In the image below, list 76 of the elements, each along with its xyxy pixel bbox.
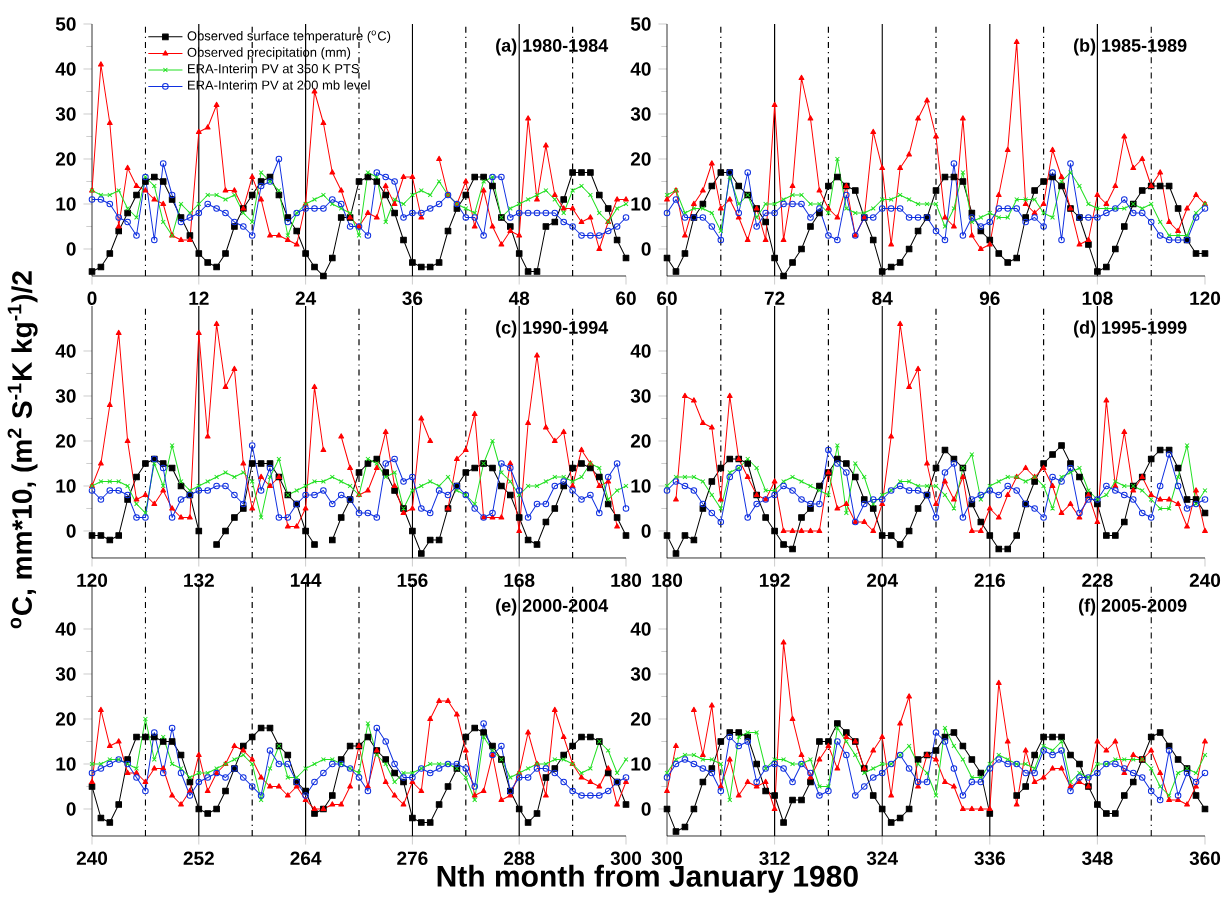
y-tick-label: 20 (630, 712, 651, 726)
x-tick-label: 60 (657, 291, 677, 306)
y-tick-label: 20 (630, 152, 651, 166)
x-tick-label: 324 (866, 851, 898, 866)
annotation: (b) 1985-1989 (1074, 38, 1187, 56)
y-tick-label: 50 (630, 17, 651, 31)
y-tick-label: 0 (66, 242, 76, 256)
y-tick-label: 40 (630, 62, 651, 76)
y-tick-label: 10 (631, 757, 651, 771)
x-tick-label: 24 (295, 291, 317, 305)
y-tick-label: 0 (66, 802, 76, 816)
x-tick-label: 300 (610, 851, 642, 866)
x-tick-label: 240 (1189, 573, 1221, 588)
x-tick-label: 108 (1082, 291, 1113, 306)
x-tick-label: 348 (1081, 851, 1113, 866)
x-tick-label: 96 (979, 291, 1000, 306)
x-tick-label: 312 (759, 851, 790, 866)
y-axis-title: $^{o}$C, mm*10, (m$^{2}$ S$^{-1}$K kg$^{-1}$)/2 (7, 271, 38, 629)
annotation: (f) 2005-2009 (1079, 598, 1187, 616)
x-tick-label: 180 (611, 573, 642, 588)
y-tick-label: 10 (56, 757, 76, 771)
y-tick-label: 40 (630, 344, 651, 358)
y-tick-label: 0 (641, 242, 651, 256)
x-tick-label: 264 (290, 851, 322, 866)
x-axis-title: Nth month from January 1980 (437, 864, 858, 893)
x-tick-label: 120 (1190, 291, 1221, 306)
x-tick-label: 360 (1189, 851, 1221, 866)
y-tick-label: 40 (55, 344, 76, 358)
y-tick-label: 30 (630, 389, 651, 403)
x-tick-label: 336 (974, 851, 1005, 866)
y-tick-label: 20 (630, 434, 651, 448)
x-tick-label: 84 (872, 291, 893, 306)
y-tick-label: 20 (55, 434, 76, 448)
x-tick-label: 132 (184, 573, 214, 588)
y-tick-label: 20 (55, 152, 76, 166)
x-tick-label: 204 (867, 573, 898, 588)
x-tick-label: 288 (504, 851, 535, 866)
x-tick-label: 180 (652, 573, 683, 588)
x-tick-label: 36 (402, 291, 423, 306)
y-tick-label: 40 (630, 622, 651, 636)
x-tick-label: 156 (397, 573, 428, 588)
y-tick-label: 40 (55, 622, 76, 636)
y-tick-label: 10 (631, 197, 651, 211)
y-tick-label: 10 (56, 197, 76, 211)
x-tick-label: 60 (616, 291, 636, 306)
y-tick-label: 20 (55, 712, 76, 726)
x-tick-label: 300 (651, 851, 683, 866)
x-tick-label: 120 (77, 573, 108, 588)
annotation: (d) 1995-1999 (1074, 320, 1187, 338)
y-tick-label: 30 (630, 107, 651, 121)
x-tick-label: 216 (974, 573, 1005, 588)
annotation: (c) 1990-1994 (496, 320, 609, 338)
x-tick-label: 276 (397, 851, 428, 866)
x-tick-label: 192 (759, 573, 790, 588)
x-tick-label: 0 (87, 291, 97, 306)
y-tick-label: 30 (55, 667, 76, 681)
annotation: (a) 1980-1984 (496, 38, 609, 56)
x-tick-label: 228 (1082, 573, 1113, 588)
y-tick-label: 0 (641, 802, 651, 816)
y-tick-label: 0 (641, 524, 651, 538)
x-tick-label: 48 (508, 291, 530, 306)
annotation: (e) 2000-2004 (496, 598, 609, 616)
y-tick-label: 40 (55, 62, 76, 76)
x-tick-label: 168 (504, 573, 535, 588)
x-tick-label: 12 (189, 291, 209, 305)
x-tick-label: 252 (183, 851, 214, 866)
y-tick-label: 10 (631, 479, 651, 493)
y-tick-label: 30 (55, 389, 76, 403)
y-tick-label: 30 (55, 107, 76, 121)
x-tick-label: 72 (764, 291, 785, 305)
x-tick-label: 144 (290, 573, 322, 587)
x-tick-label: 240 (76, 851, 108, 866)
y-tick-label: 30 (630, 667, 651, 681)
y-tick-label: 50 (55, 17, 76, 31)
y-tick-label: 10 (56, 479, 76, 493)
y-tick-label: 0 (66, 524, 76, 538)
